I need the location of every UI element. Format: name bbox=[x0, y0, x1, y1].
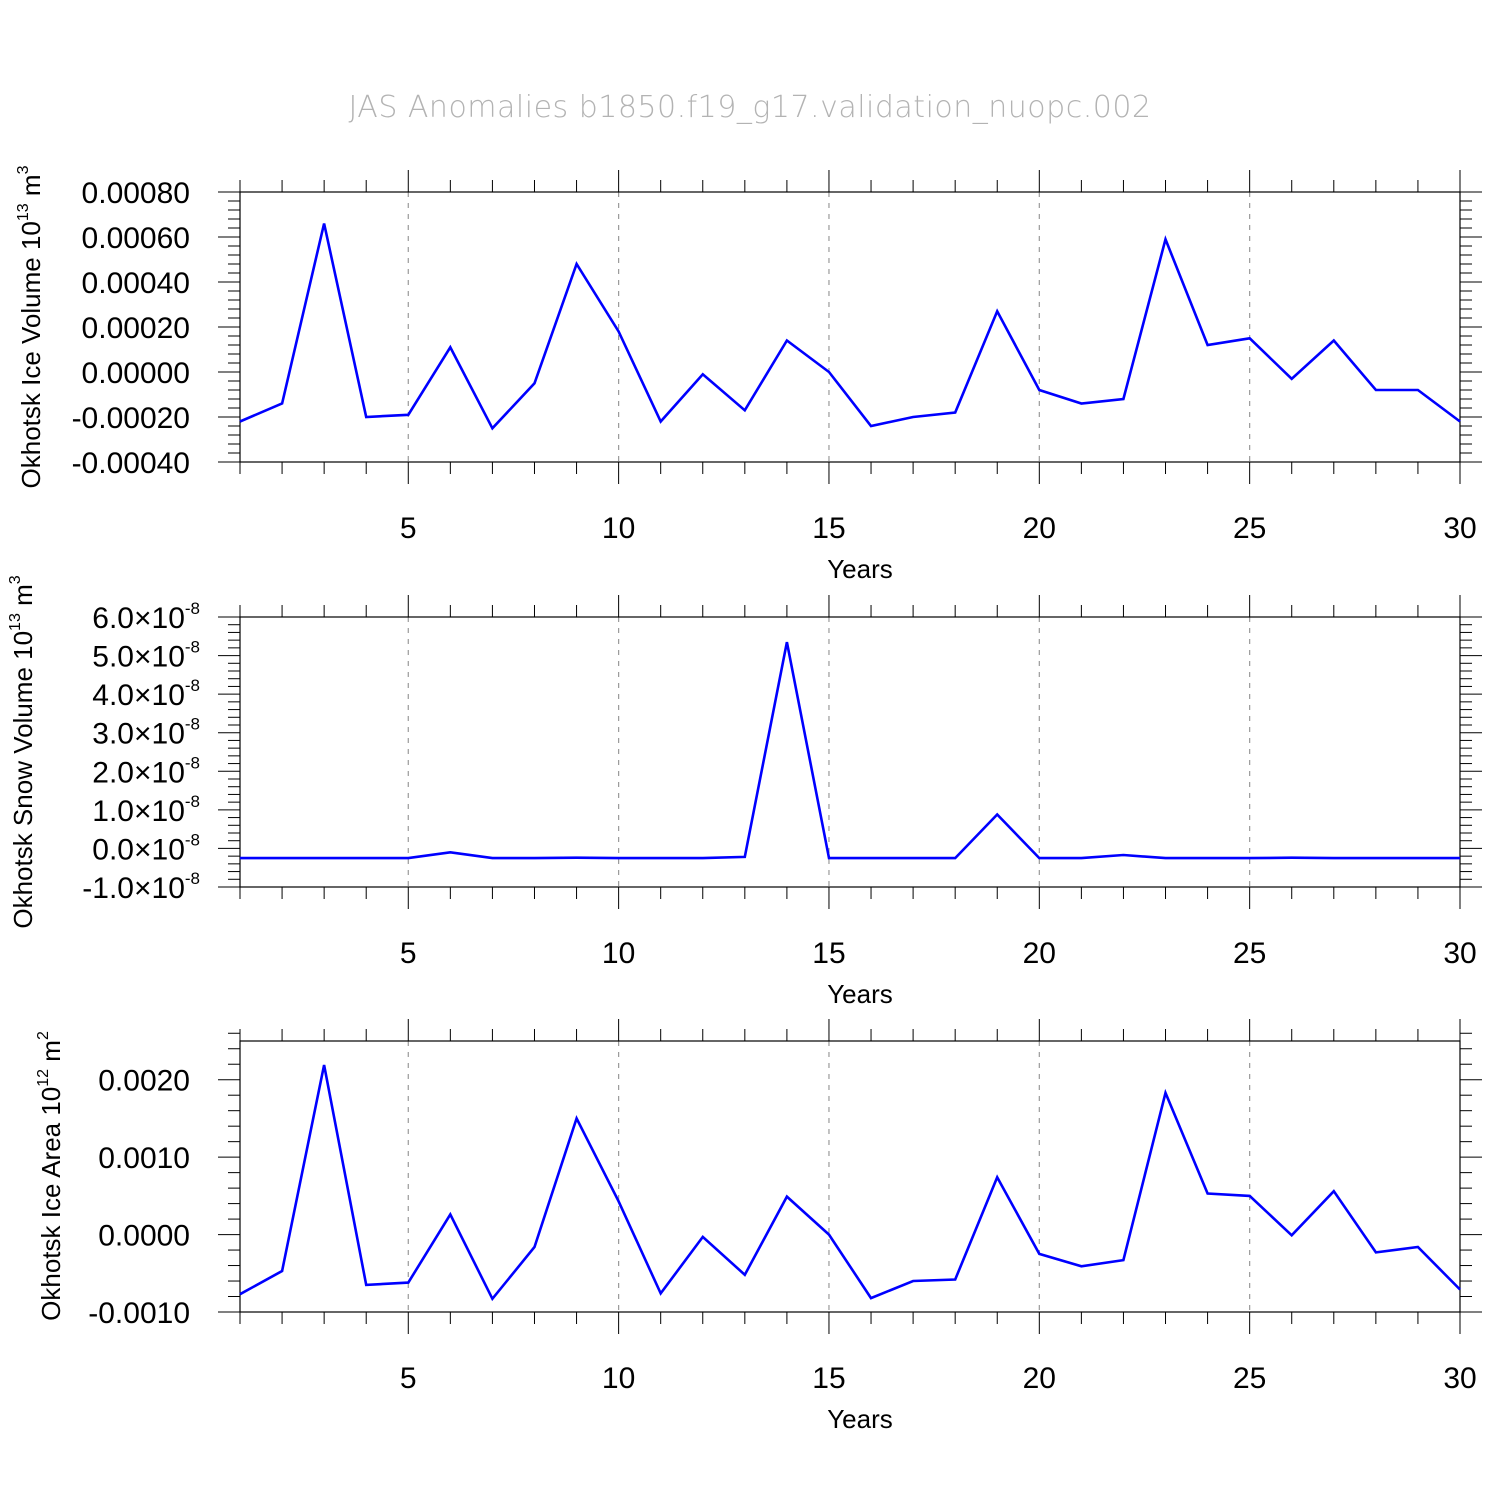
panel-snow-volume: 5 10 15 20 25 30Years6.0×10-85.0×10-84.0×10-8… bbox=[7, 575, 1482, 1009]
y-tick-label: 0.0×10-8 bbox=[92, 830, 200, 866]
x-axis-title: Years bbox=[827, 554, 893, 584]
y-axis-title-group: Okhotsk Ice Volume 1013 m3 bbox=[15, 165, 46, 488]
y-tick-mantissa: 1.0 bbox=[92, 795, 134, 828]
y-tick-mantissa: 5.0 bbox=[92, 641, 134, 674]
y-axis-title: Okhotsk Ice Area 1012 m2 bbox=[35, 1031, 66, 1321]
y-tick-times-ten: ×10 bbox=[134, 602, 185, 635]
y-tick-label: 5.0×10-8 bbox=[92, 638, 200, 674]
y-tick-times-ten: ×10 bbox=[134, 872, 185, 905]
y-axis-title-text: Okhotsk Ice Area 10 bbox=[36, 1087, 66, 1321]
x-tick-label: 5 bbox=[400, 512, 417, 545]
x-tick-label: 30 bbox=[1443, 1362, 1476, 1395]
y-axis-title-text: Okhotsk Snow Volume 10 bbox=[8, 631, 38, 929]
y-tick-label: 0.0020 bbox=[98, 1065, 190, 1098]
y-tick-mantissa: 4.0 bbox=[92, 679, 134, 712]
y-axis-unit: m bbox=[8, 584, 38, 613]
y-axis-unit-exponent: 13 bbox=[7, 613, 24, 631]
x-tick-label: 15 bbox=[812, 1362, 845, 1395]
y-tick-times-ten: ×10 bbox=[134, 756, 185, 789]
y-tick-times-ten: ×10 bbox=[134, 641, 185, 674]
y-tick-exponent: -8 bbox=[185, 599, 200, 618]
plot-frame bbox=[239, 1040, 1461, 1313]
x-tick-label: 20 bbox=[1023, 937, 1056, 970]
y-tick-label: -0.00040 bbox=[72, 447, 190, 480]
y-tick-mantissa: 6.0 bbox=[92, 602, 134, 635]
x-tick-label: 25 bbox=[1233, 512, 1266, 545]
y-tick-label: 1.0×10-8 bbox=[92, 792, 200, 828]
y-tick-label: -0.0010 bbox=[88, 1297, 190, 1330]
x-tick-label: 5 bbox=[400, 1362, 417, 1395]
y-tick-mantissa: 0.0 bbox=[92, 833, 134, 866]
y-tick-exponent: -8 bbox=[185, 638, 200, 657]
x-tick-label: 25 bbox=[1233, 937, 1266, 970]
y-axis-title: Okhotsk Ice Volume 1013 m3 bbox=[15, 165, 46, 488]
panel-ice-area: 5 10 15 20 25 30 Years 0.0020 0.0010 0.0000 -0.001… bbox=[35, 1019, 1482, 1434]
y-tick-label: 6.0×10-8 bbox=[92, 599, 200, 635]
y-axis-unit-power: 3 bbox=[7, 575, 24, 584]
y-axis-title: Okhotsk Snow Volume 1013 m3 bbox=[7, 575, 38, 928]
y-tick-label: 0.0000 bbox=[98, 1220, 190, 1253]
y-tick-label: -1.0×10-8 bbox=[82, 869, 200, 905]
x-tick-label: 15 bbox=[812, 937, 845, 970]
x-tick-label: 20 bbox=[1023, 512, 1056, 545]
y-axis-unit-power: 3 bbox=[15, 165, 32, 174]
y-tick-times-ten: ×10 bbox=[134, 679, 185, 712]
x-axis-title: Years bbox=[827, 979, 893, 1009]
y-tick-mantissa: 2.0 bbox=[92, 756, 134, 789]
y-tick-times-ten: ×10 bbox=[134, 795, 185, 828]
series-line bbox=[239, 223, 1461, 431]
x-tick-label: 5 bbox=[400, 937, 417, 970]
x-tick-label: 30 bbox=[1443, 937, 1476, 970]
x-tick-label: 15 bbox=[812, 512, 845, 545]
y-tick-label: 0.00020 bbox=[82, 312, 190, 345]
y-tick-label: 3.0×10-8 bbox=[92, 715, 200, 751]
y-tick-label: 0.00040 bbox=[82, 267, 190, 300]
y-axis-title-group: Okhotsk Snow Volume 1013 m3 bbox=[7, 575, 38, 928]
figure-title: JAS Anomalies b1850.f19_g17.validation_n… bbox=[348, 90, 1151, 125]
x-tick-label: 10 bbox=[602, 937, 635, 970]
y-axis-unit-exponent: 12 bbox=[35, 1069, 52, 1087]
y-tick-label: 4.0×10-8 bbox=[92, 676, 200, 712]
y-axis-unit-power: 2 bbox=[35, 1031, 52, 1040]
y-tick-label: 2.0×10-8 bbox=[92, 753, 200, 789]
x-tick-label: 30 bbox=[1443, 512, 1476, 545]
y-tick-label: 0.00060 bbox=[82, 222, 190, 255]
y-tick-times-ten: ×10 bbox=[134, 718, 185, 751]
y-axis-unit-exponent: 13 bbox=[15, 203, 32, 221]
y-tick-exponent: -8 bbox=[185, 830, 200, 849]
x-tick-label: 10 bbox=[602, 1362, 635, 1395]
plot-frame bbox=[239, 191, 1461, 463]
y-axis-title-text: Okhotsk Ice Volume 10 bbox=[16, 221, 46, 488]
y-axis-unit: m bbox=[16, 174, 46, 203]
y-tick-label: 0.00080 bbox=[82, 177, 190, 210]
y-axis-unit: m bbox=[36, 1040, 66, 1069]
x-tick-label: 10 bbox=[602, 512, 635, 545]
plot-frame bbox=[239, 616, 1461, 888]
y-tick-exponent: -8 bbox=[185, 869, 200, 888]
x-tick-label: 20 bbox=[1023, 1362, 1056, 1395]
y-tick-exponent: -8 bbox=[185, 676, 200, 695]
y-tick-exponent: -8 bbox=[185, 753, 200, 772]
y-tick-exponent: -8 bbox=[185, 792, 200, 811]
panel-ice-volume: 5 10 15 20 25 30 Years 0.00080 0.00060 0.00040 0.0… bbox=[15, 165, 1482, 584]
x-axis-title: Years bbox=[827, 1404, 893, 1434]
series-line bbox=[240, 641, 1460, 860]
x-tick-label: 25 bbox=[1233, 1362, 1266, 1395]
series-line bbox=[239, 1064, 1461, 1302]
y-axis-title-group: Okhotsk Ice Area 1012 m2 bbox=[35, 1031, 66, 1321]
y-tick-mantissa: -1.0 bbox=[82, 872, 134, 905]
y-tick-label: -0.00020 bbox=[72, 402, 190, 435]
y-tick-label: 0.0010 bbox=[98, 1142, 190, 1175]
y-tick-times-ten: ×10 bbox=[134, 833, 185, 866]
y-tick-label: 0.00000 bbox=[82, 357, 190, 390]
y-tick-exponent: -8 bbox=[185, 715, 200, 734]
y-tick-mantissa: 3.0 bbox=[92, 718, 134, 751]
